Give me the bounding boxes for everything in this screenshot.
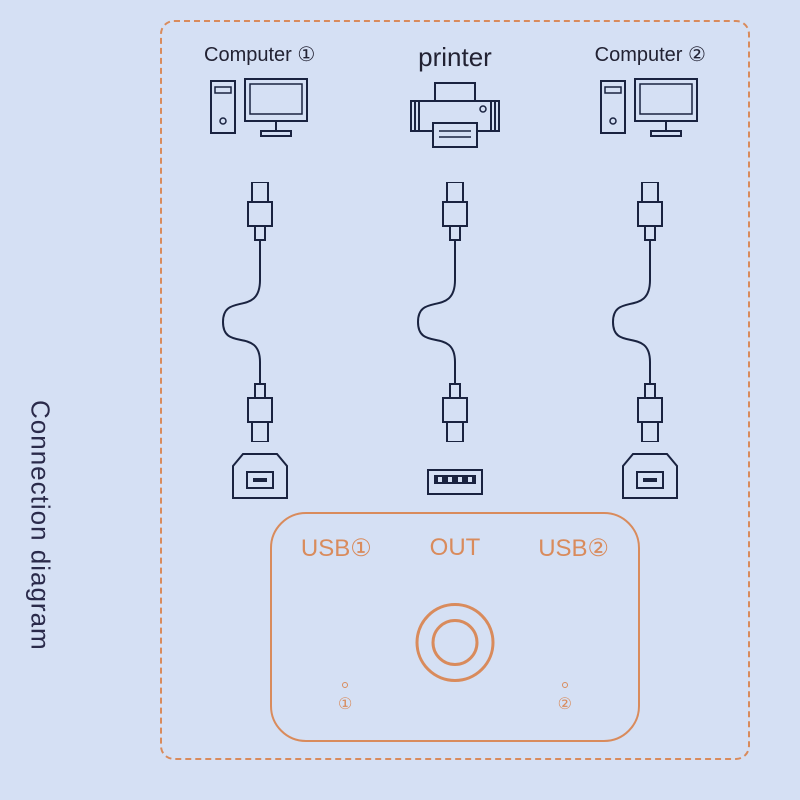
device-computer-2: Computer ② <box>565 42 735 156</box>
usb-b-port-icon <box>615 452 685 502</box>
port-row <box>162 452 748 502</box>
led-label: ② <box>558 694 572 714</box>
cable-2 <box>565 182 735 442</box>
device-printer: printer <box>370 42 540 156</box>
led-1: ① <box>338 682 352 714</box>
usb-cable-icon <box>215 182 305 442</box>
led-2: ② <box>558 682 572 714</box>
computer-icon <box>595 73 705 143</box>
usb-b-port-icon <box>225 452 295 502</box>
port-out <box>370 452 540 502</box>
port-usb2 <box>565 452 735 502</box>
port-label-usb1: USB① <box>301 534 372 563</box>
device-computer-1: Computer ① <box>175 42 345 156</box>
led-dot-icon <box>342 682 348 688</box>
port-usb1 <box>175 452 345 502</box>
port-label-usb2: USB② <box>538 534 609 563</box>
cable-1 <box>175 182 345 442</box>
switch-button-icon <box>410 598 500 688</box>
device-row: Computer ① printer <box>162 42 748 156</box>
led-label: ① <box>338 694 352 714</box>
switch-port-labels: USB① OUT USB② <box>272 534 638 563</box>
device-label: Computer ① <box>175 42 345 67</box>
printer-icon <box>405 79 505 151</box>
led-row: ① ② <box>272 682 638 714</box>
usb-a-port-icon <box>426 468 484 498</box>
usb-cable-icon <box>605 182 695 442</box>
switch-button[interactable] <box>410 598 500 693</box>
switch-device: USB① OUT USB② ① ② <box>270 512 640 742</box>
cable-printer <box>370 182 540 442</box>
page-title: Connection diagram <box>25 400 56 651</box>
port-label-out: OUT <box>430 534 481 563</box>
device-label: printer <box>370 42 540 73</box>
diagram-frame: Computer ① printer <box>160 20 750 760</box>
device-label: Computer ② <box>565 42 735 67</box>
usb-cable-icon <box>410 182 500 442</box>
computer-icon <box>205 73 315 143</box>
cable-row <box>162 182 748 442</box>
led-dot-icon <box>562 682 568 688</box>
